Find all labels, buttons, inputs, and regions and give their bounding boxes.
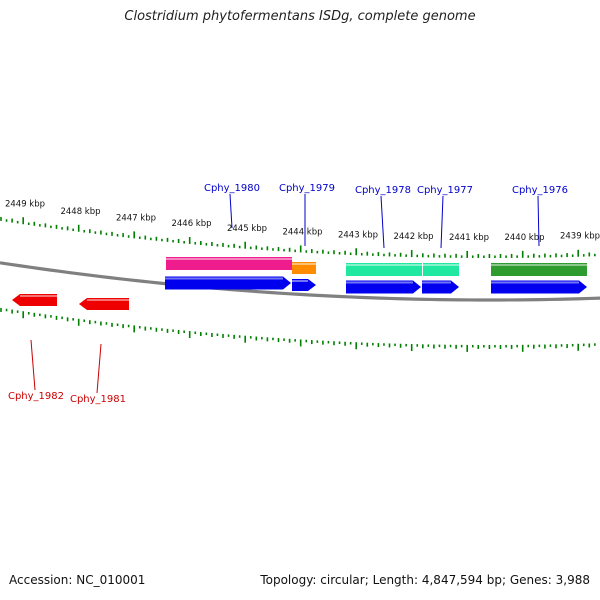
kbp-tick-label: 2439 kbp <box>560 232 600 242</box>
kbp-tick-label: 2448 kbp <box>60 207 100 217</box>
gene-label: Cphy_1976 <box>512 185 568 196</box>
kbp-tick-label: 2445 kbp <box>227 224 267 234</box>
kbp-tick-label: 2442 kbp <box>393 232 433 242</box>
gene-leader-line <box>30 339 36 391</box>
feature-track-aquamarine-highlight <box>423 264 459 266</box>
gene-label: Cphy_1979 <box>279 183 335 194</box>
forward-gene-arrow <box>292 279 316 291</box>
gene-leader-line <box>380 195 385 249</box>
forward-gene-arrow <box>346 280 421 294</box>
accession-text: Accession: NC_010001 <box>9 573 145 587</box>
length-value: 4,847,594 bp <box>421 573 502 587</box>
gene-label: Cphy_1978 <box>355 185 411 196</box>
reverse-gene-arrow <box>79 298 129 310</box>
feature-track-magenta-highlight <box>166 258 292 260</box>
feature-track-aquamarine-highlight <box>346 264 422 266</box>
forward-gene-arrow <box>165 276 291 290</box>
kbp-tick-label: 2443 kbp <box>338 230 378 240</box>
gene-leader-line <box>96 343 102 394</box>
feature-track-orange-highlight <box>292 263 316 265</box>
genes-value: 3,988 <box>555 573 590 587</box>
genome-backbone <box>0 261 600 302</box>
forward-gene-arrow <box>422 280 459 294</box>
topology-value: circular <box>320 573 365 587</box>
accession-value: NC_010001 <box>76 573 146 587</box>
feature-track-orange <box>292 262 316 274</box>
map-title: Clostridium phytofermentans ISDg, comple… <box>124 9 476 24</box>
gene-label: Cphy_1980 <box>204 183 260 194</box>
feature-track-aquamarine <box>346 263 422 276</box>
length-label: Length: <box>372 573 419 587</box>
forward-gene-arrow <box>491 280 587 294</box>
gene-label: Cphy_1981 <box>70 394 126 405</box>
genome-stats: Topology: circular; Length: 4,847,594 bp… <box>260 573 590 587</box>
kbp-tick-label: 2441 kbp <box>449 233 489 243</box>
kbp-tick-label: 2447 kbp <box>116 214 156 224</box>
gene-leader-line <box>537 195 540 247</box>
gene-leader-line <box>440 195 444 249</box>
feature-track-green <box>491 263 587 276</box>
accession-label: Accession: <box>9 573 73 587</box>
kbp-tick-label: 2449 kbp <box>5 199 45 209</box>
feature-track-aquamarine <box>423 263 459 276</box>
kbp-tick-label: 2444 kbp <box>282 228 322 238</box>
feature-track-green-highlight <box>491 264 587 266</box>
genes-label: Genes: <box>509 573 552 587</box>
gene-leader-line <box>229 193 233 229</box>
gene-label: Cphy_1982 <box>8 391 64 402</box>
kbp-tick-label: 2446 kbp <box>171 219 211 229</box>
topology-label: Topology: <box>260 573 317 587</box>
kbp-tick-label: 2440 kbp <box>504 233 544 243</box>
reverse-gene-arrow <box>12 294 57 306</box>
gene-label: Cphy_1977 <box>417 185 473 196</box>
feature-track-magenta <box>166 257 292 270</box>
